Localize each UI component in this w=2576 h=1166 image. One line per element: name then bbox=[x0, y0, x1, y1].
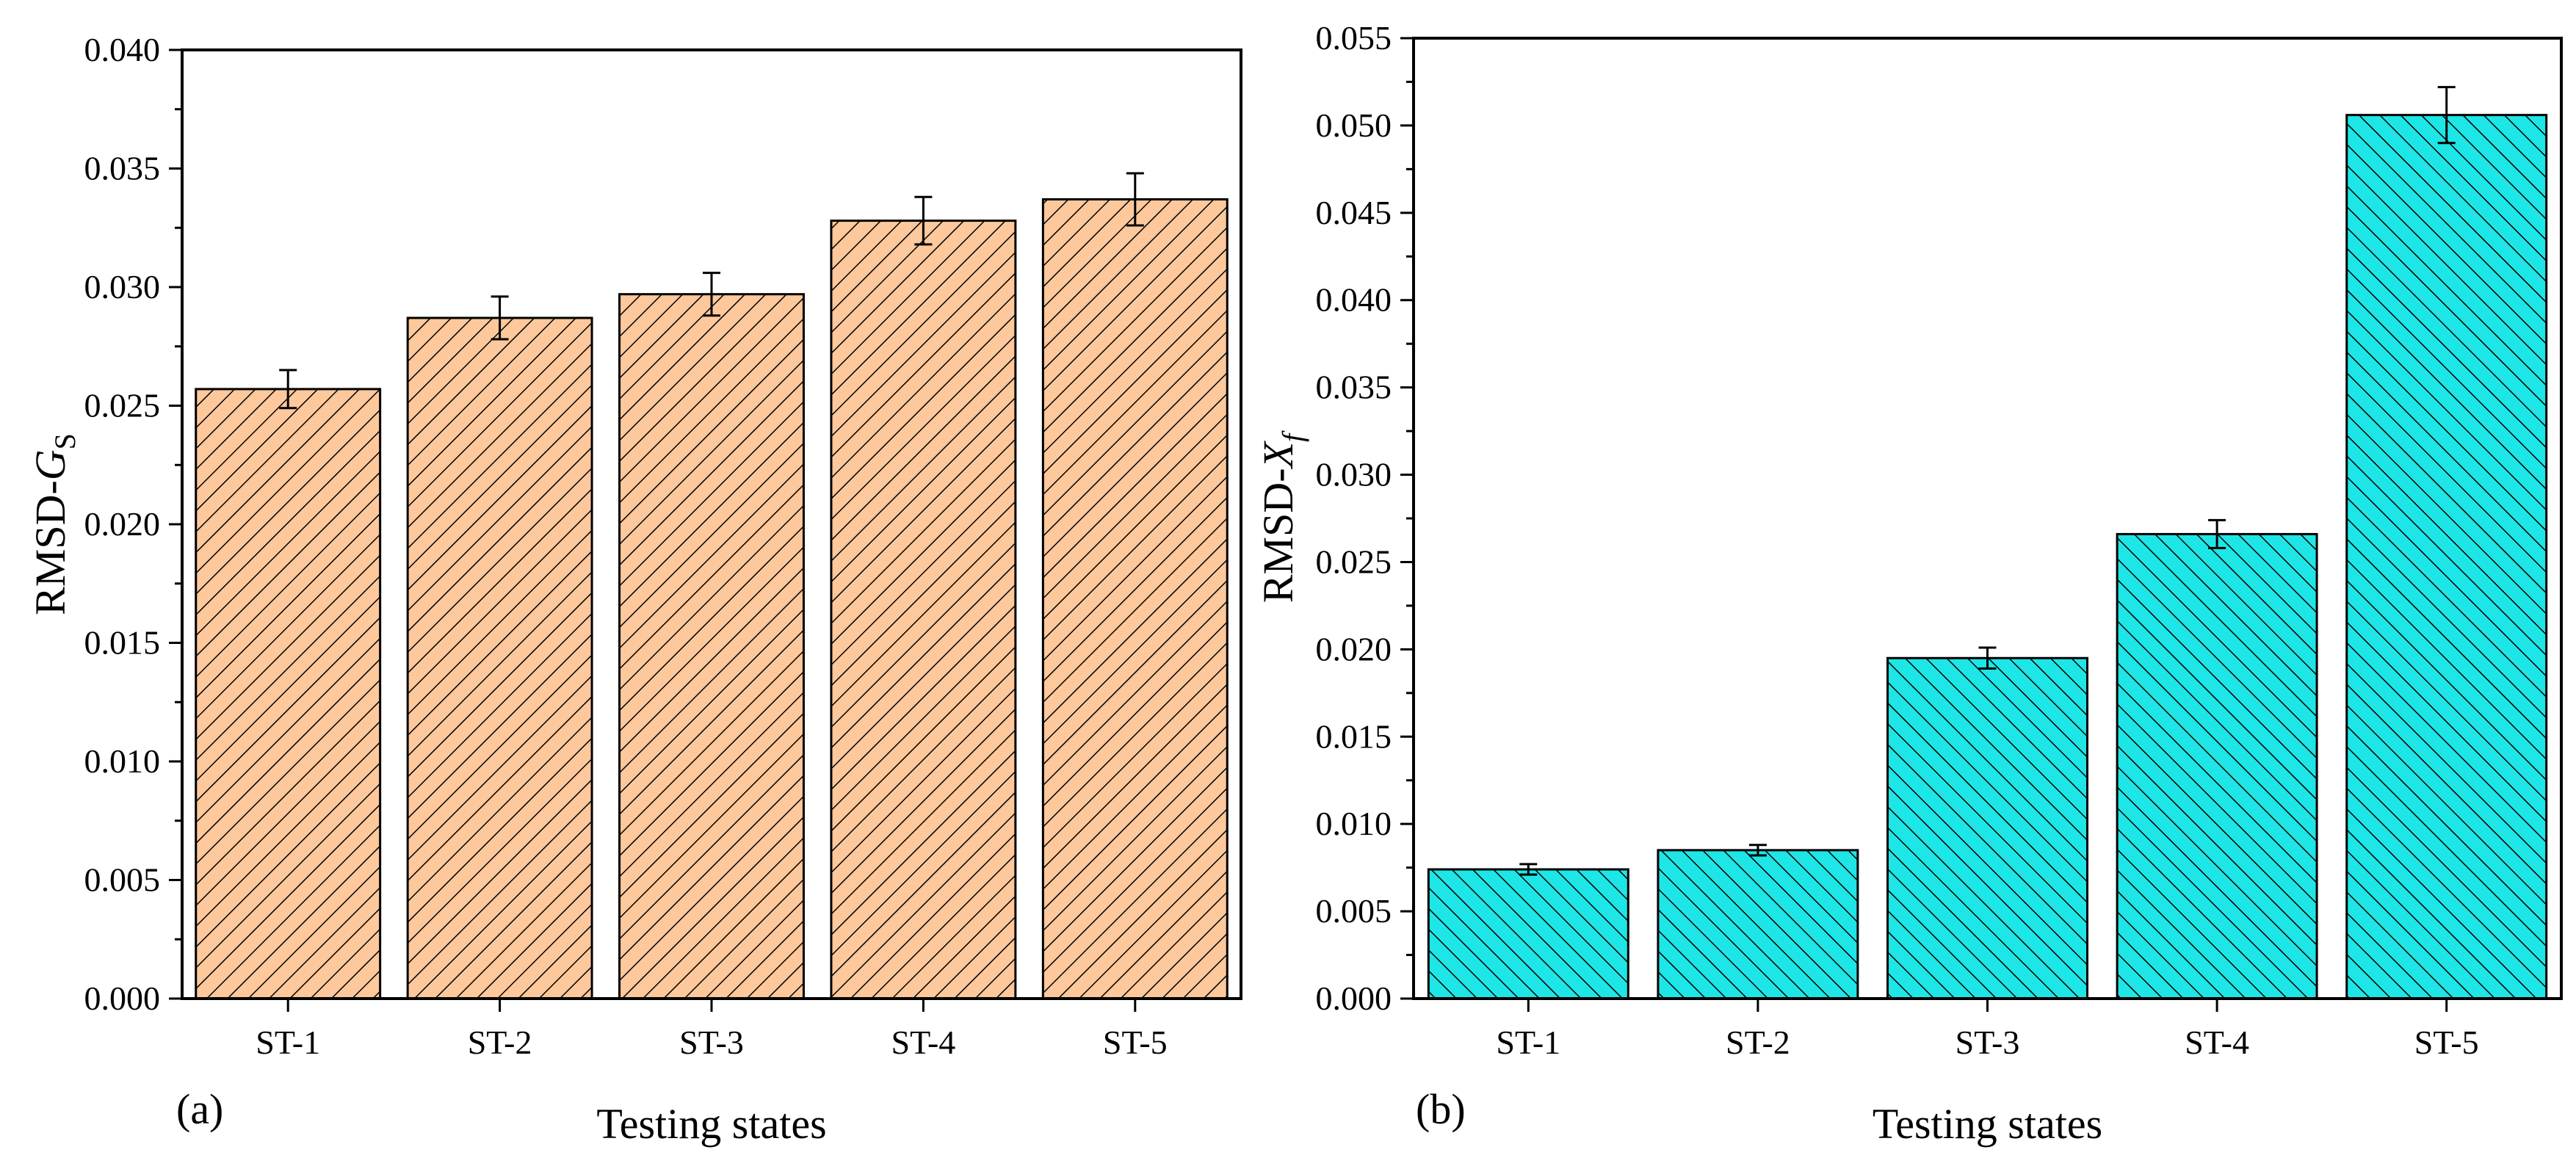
y-axis-label-prefix: RMSD- bbox=[1254, 468, 1302, 603]
y-tick-label: 0.035 bbox=[1316, 369, 1392, 406]
bar-hatch bbox=[2345, 114, 2548, 1000]
y-tick-label: 0.020 bbox=[1316, 630, 1392, 667]
bar-hatch bbox=[618, 293, 805, 1000]
y-tick-label: 0.015 bbox=[1316, 717, 1392, 755]
y-tick-label: 0.040 bbox=[84, 31, 161, 68]
y-axis-label: RMSD-Xf bbox=[1254, 430, 1309, 603]
y-tick-label: 0.050 bbox=[1316, 106, 1392, 144]
y-tick-label: 0.000 bbox=[1316, 979, 1392, 1017]
bar-hatch bbox=[1886, 656, 2088, 1000]
y-tick-label: 0.015 bbox=[84, 624, 161, 662]
x-axis-label: Testing states bbox=[1873, 1100, 2102, 1148]
y-tick-label: 0.005 bbox=[1316, 892, 1392, 930]
bar-hatch bbox=[1427, 868, 1629, 1000]
y-tick-label: 0.000 bbox=[84, 979, 161, 1017]
y-tick-label: 0.035 bbox=[84, 150, 161, 187]
y-tick-label: 0.045 bbox=[1316, 194, 1392, 231]
bar-hatch bbox=[830, 220, 1017, 1000]
y-axis-label-variable: X bbox=[1254, 440, 1302, 469]
x-axis-label: Testing states bbox=[596, 1100, 826, 1148]
x-tick-label: ST-2 bbox=[1726, 1024, 1790, 1061]
y-axis-label-subscript: f bbox=[1276, 430, 1309, 442]
y-axis-label-subscript: S bbox=[48, 433, 82, 449]
x-tick-label: ST-3 bbox=[679, 1024, 744, 1061]
y-tick-label: 0.055 bbox=[1316, 19, 1392, 57]
x-tick-label: ST-1 bbox=[256, 1024, 320, 1061]
x-tick-label: ST-1 bbox=[1496, 1024, 1560, 1061]
x-tick-label: ST-4 bbox=[2185, 1024, 2249, 1061]
y-tick-label: 0.030 bbox=[1316, 456, 1392, 493]
bar-hatch bbox=[406, 316, 593, 1000]
y-tick-label: 0.025 bbox=[1316, 543, 1392, 580]
panel-label: (a) bbox=[176, 1085, 223, 1133]
panel-label: (b) bbox=[1416, 1085, 1466, 1133]
x-tick-label: ST-2 bbox=[468, 1024, 532, 1061]
y-tick-label: 0.025 bbox=[84, 387, 161, 424]
y-tick-label: 0.040 bbox=[1316, 281, 1392, 319]
bar-hatch bbox=[2116, 532, 2318, 1000]
chart-panel-a: 0.000 0.005 0.010 0.015 0.020 0.025 0.030 0.035… bbox=[26, 31, 1242, 1148]
chart-panel-b: 0.000 0.005 0.010 0.015 0.020 0.025 0.030 0.035… bbox=[1254, 19, 2563, 1148]
x-tick-label: ST-3 bbox=[1955, 1024, 2020, 1061]
bar-hatch bbox=[1041, 198, 1229, 1000]
y-axis-label-variable: G bbox=[26, 449, 74, 480]
y-tick-label: 0.010 bbox=[1316, 805, 1392, 842]
x-tick-label: ST-5 bbox=[2414, 1024, 2479, 1061]
y-axis-label-prefix: RMSD- bbox=[26, 480, 74, 615]
y-tick-label: 0.005 bbox=[84, 861, 161, 899]
x-tick-label: ST-5 bbox=[1103, 1024, 1168, 1061]
y-tick-label: 0.020 bbox=[84, 505, 161, 543]
y-axis-label: RMSD-GS bbox=[26, 433, 82, 615]
bar-hatch bbox=[1657, 849, 1859, 1000]
y-tick-label: 0.010 bbox=[84, 742, 161, 780]
y-tick-label: 0.030 bbox=[84, 268, 161, 305]
x-tick-label: ST-4 bbox=[891, 1024, 956, 1061]
bar-hatch bbox=[195, 388, 382, 1000]
